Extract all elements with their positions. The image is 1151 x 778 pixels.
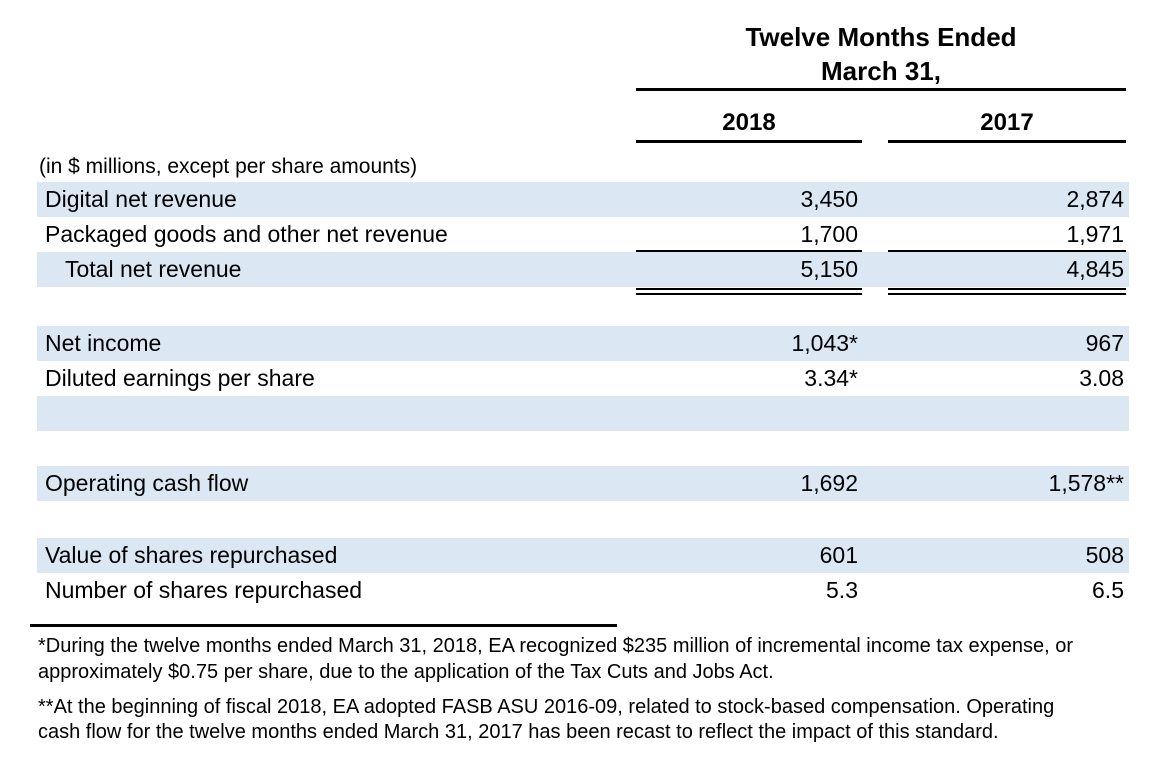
period-header-line1: Twelve Months Ended — [745, 22, 1017, 52]
footnote-1-line-1: *During the twelve months ended March 31… — [38, 635, 1074, 657]
table-row-packaged-goods-net-revenue: Packaged goods and other net revenue 1,7… — [37, 217, 1129, 252]
column-2018-underline — [636, 140, 862, 143]
total-double-rule-2017-bottom — [888, 293, 1126, 295]
footnote-2-line-1: **At the beginning of fiscal 2018, EA ad… — [38, 696, 1055, 718]
spacer-row-shaded — [37, 396, 1129, 431]
total-double-rule-2018-top — [636, 288, 862, 290]
value-2017: 508 — [1085, 542, 1124, 568]
footnote-separator-rule — [30, 624, 617, 627]
row-label: Operating cash flow — [45, 470, 249, 496]
total-double-rule-2018-bottom — [636, 293, 862, 295]
row-label: Total net revenue — [65, 256, 242, 282]
table-row-net-income: Net income 1,043* 967 — [37, 326, 1129, 361]
column-2017-underline — [888, 140, 1126, 143]
table-row-number-of-shares-repurchased: Number of shares repurchased 5.3 6.5 — [37, 573, 1129, 608]
table-row-diluted-eps: Diluted earnings per share 3.34* 3.08 — [37, 361, 1129, 396]
units-note: (in $ millions, except per share amounts… — [39, 155, 418, 178]
table-row-operating-cash-flow: Operating cash flow 1,692 1,578** — [37, 466, 1129, 501]
value-2017: 4,845 — [1066, 256, 1124, 282]
total-double-rule-2017-top — [888, 288, 1126, 290]
value-2018: 5,150 — [800, 256, 858, 282]
row-label: Packaged goods and other net revenue — [45, 221, 448, 247]
period-header-line2: March 31, — [821, 56, 941, 86]
value-2017: 1,971 — [1066, 221, 1124, 247]
value-2018: 5.3 — [826, 577, 858, 603]
value-2018: 3.34* — [804, 365, 858, 391]
row-label: Digital net revenue — [45, 186, 237, 212]
value-2017: 1,578** — [1048, 470, 1124, 496]
row-label: Number of shares repurchased — [45, 577, 363, 603]
subtotal-rule-2018 — [636, 250, 862, 252]
value-2018: 1,043* — [791, 330, 858, 356]
row-label: Net income — [45, 330, 162, 356]
table-row-value-of-shares-repurchased: Value of shares repurchased 601 508 — [37, 538, 1129, 573]
row-label: Diluted earnings per share — [45, 365, 315, 391]
value-2017: 2,874 — [1066, 186, 1124, 212]
value-2018: 3,450 — [800, 186, 858, 212]
row-label: Value of shares repurchased — [45, 542, 338, 568]
footnote-1-line-2: approximately $0.75 per share, due to th… — [38, 661, 774, 683]
column-header-2018: 2018 — [722, 109, 776, 136]
footnote-2-line-2: cash flow for the twelve months ended Ma… — [38, 721, 999, 743]
value-2018: 1,700 — [800, 221, 858, 247]
value-2017: 3.08 — [1079, 365, 1124, 391]
value-2017: 6.5 — [1092, 577, 1124, 603]
column-header-2017: 2017 — [980, 109, 1034, 136]
value-2017: 967 — [1085, 330, 1124, 356]
value-2018: 1,692 — [800, 470, 858, 496]
table-row-digital-net-revenue: Digital net revenue 3,450 2,874 — [37, 182, 1129, 217]
table-row-total-net-revenue: Total net revenue 5,150 4,845 — [37, 252, 1129, 287]
subtotal-rule-2017 — [888, 250, 1126, 252]
period-header-underline — [636, 88, 1126, 91]
value-2018: 601 — [819, 542, 858, 568]
